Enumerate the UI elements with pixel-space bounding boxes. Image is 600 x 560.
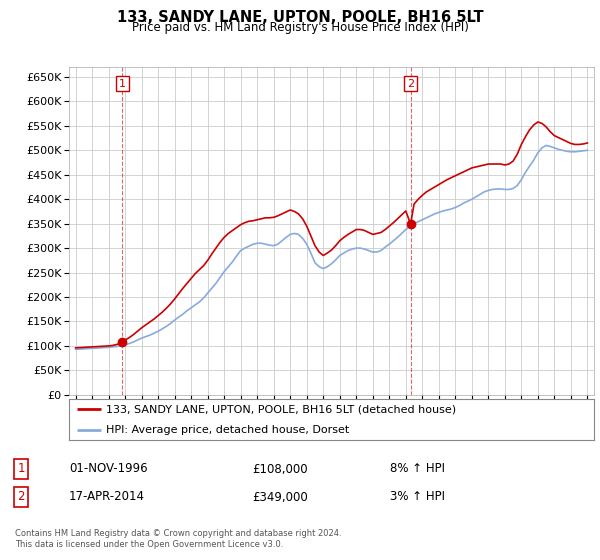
Text: 01-NOV-1996: 01-NOV-1996 (69, 463, 148, 475)
Text: 1: 1 (119, 78, 126, 88)
Text: 3% ↑ HPI: 3% ↑ HPI (390, 491, 445, 503)
Text: £108,000: £108,000 (252, 463, 308, 475)
Text: £349,000: £349,000 (252, 491, 308, 503)
Text: 2: 2 (17, 491, 25, 503)
Text: 8% ↑ HPI: 8% ↑ HPI (390, 463, 445, 475)
Text: 133, SANDY LANE, UPTON, POOLE, BH16 5LT: 133, SANDY LANE, UPTON, POOLE, BH16 5LT (116, 10, 484, 25)
Text: Contains HM Land Registry data © Crown copyright and database right 2024.
This d: Contains HM Land Registry data © Crown c… (15, 529, 341, 549)
Text: 2: 2 (407, 78, 414, 88)
Text: 133, SANDY LANE, UPTON, POOLE, BH16 5LT (detached house): 133, SANDY LANE, UPTON, POOLE, BH16 5LT … (106, 404, 456, 414)
Text: Price paid vs. HM Land Registry's House Price Index (HPI): Price paid vs. HM Land Registry's House … (131, 21, 469, 34)
Text: HPI: Average price, detached house, Dorset: HPI: Average price, detached house, Dors… (106, 424, 349, 435)
Text: 1: 1 (17, 463, 25, 475)
Text: 17-APR-2014: 17-APR-2014 (69, 491, 145, 503)
